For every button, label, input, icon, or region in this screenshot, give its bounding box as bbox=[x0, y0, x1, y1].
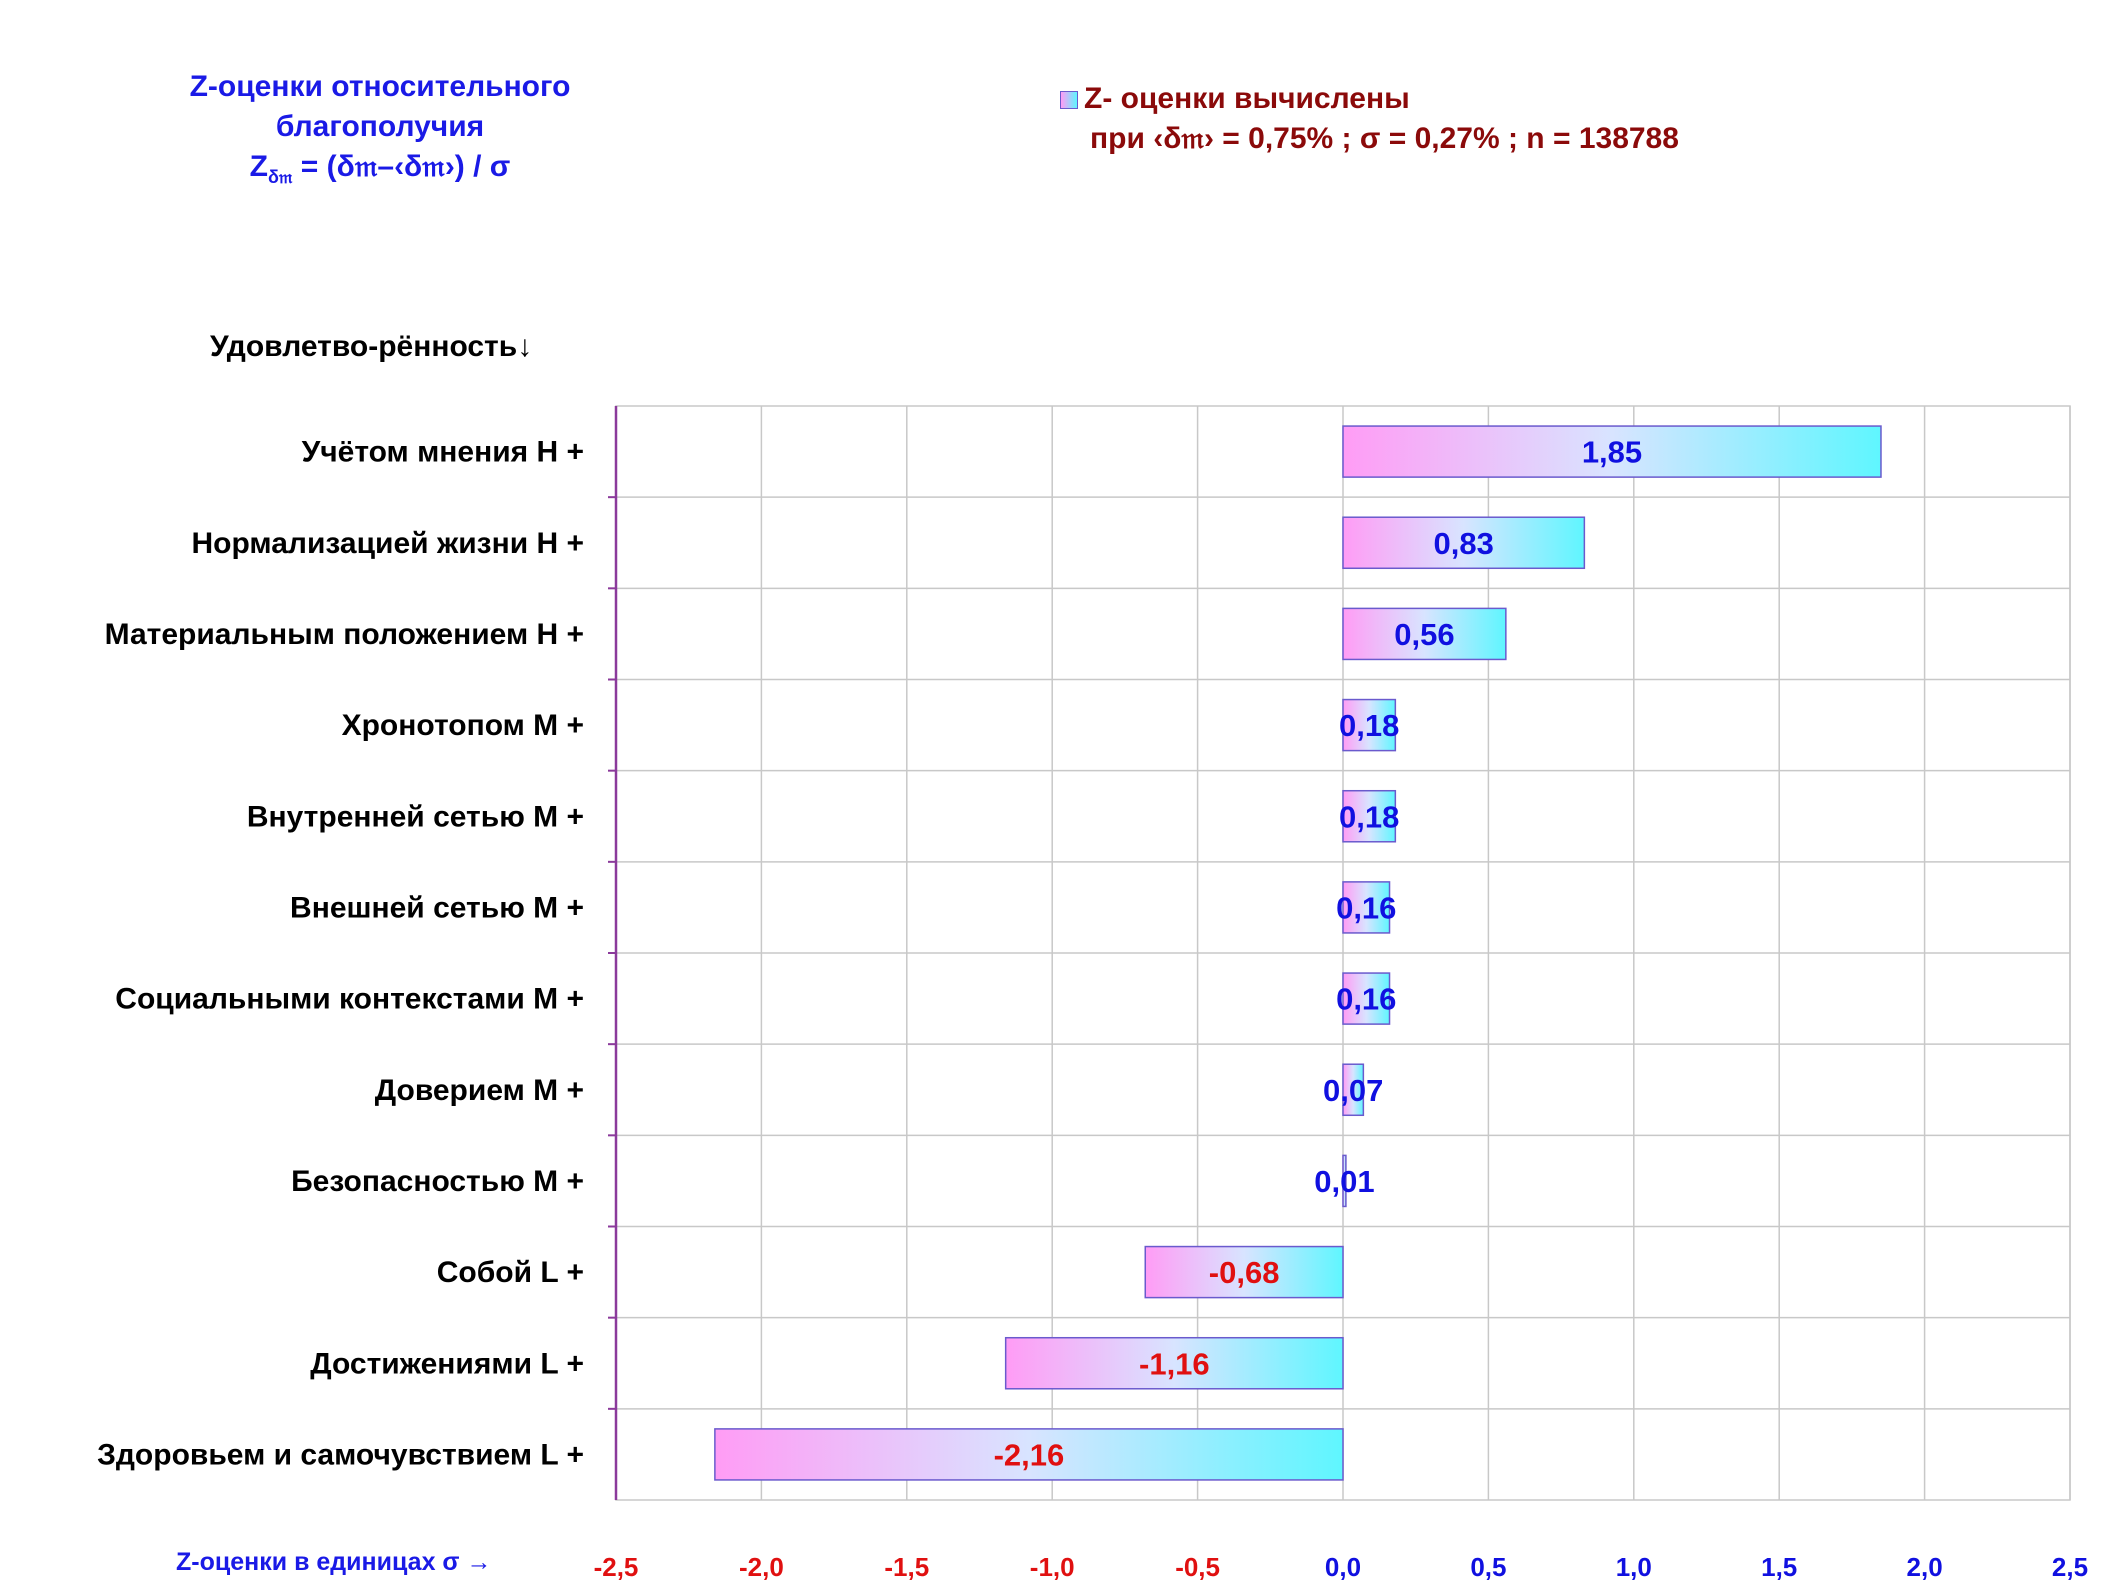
x-tick-label: -0,5 bbox=[1175, 1552, 1220, 1582]
formula-subscript: δ𝔪 bbox=[268, 167, 293, 187]
bar bbox=[1342, 1063, 1365, 1117]
category-label: Безопасностью M + bbox=[291, 1165, 584, 1198]
category-label: Учётом мнения H + bbox=[302, 436, 584, 469]
bar-value-label: 0,83 bbox=[1434, 526, 1494, 561]
category-label: Внешней сетью M + bbox=[290, 891, 584, 924]
bar-value-label: 0,56 bbox=[1394, 617, 1454, 652]
category-label: Достижениями L + bbox=[310, 1347, 584, 1380]
formula-rest: = (δ𝔪–‹δ𝔪›) / σ bbox=[292, 150, 511, 183]
y-axis-header: Удовлетво-рённость↓ bbox=[210, 330, 533, 363]
bar bbox=[1342, 698, 1397, 752]
bar-value-label: -1,16 bbox=[1139, 1346, 1210, 1381]
category-label: Материальным положением H + bbox=[105, 618, 584, 651]
x-tick-label: 2,5 bbox=[2052, 1552, 2088, 1582]
x-tick-label: 1,5 bbox=[1761, 1552, 1797, 1582]
bar bbox=[1004, 1336, 1344, 1390]
bar bbox=[1342, 607, 1507, 661]
chart-title-line1: Z-оценки относительного bbox=[189, 70, 571, 103]
bar bbox=[714, 1428, 1344, 1481]
x-tick-label: -1,5 bbox=[884, 1552, 929, 1582]
bar bbox=[1342, 516, 1586, 570]
category-label: Собой L + bbox=[437, 1256, 584, 1289]
chart-formula: Zδ𝔪 = (δ𝔪–‹δ𝔪›) / σ bbox=[230, 150, 530, 188]
legend-label: Z- оценки вычислены bbox=[1084, 82, 1410, 115]
legend: Z- оценки вычислены bbox=[1060, 82, 1410, 116]
category-label: Внутренней сетью M + bbox=[247, 800, 584, 833]
category-label: Нормализацией жизни H + bbox=[192, 527, 585, 560]
bar-value-label: 0,16 bbox=[1336, 890, 1396, 925]
bar bbox=[1342, 972, 1391, 1025]
bar-value-label: 0,18 bbox=[1339, 708, 1399, 743]
category-label: Здоровьем и самочувствием L + bbox=[97, 1438, 584, 1471]
bar bbox=[1144, 1245, 1344, 1299]
bar-value-label: -2,16 bbox=[994, 1437, 1065, 1472]
bar bbox=[1342, 1154, 1347, 1208]
bar-value-label: 0,18 bbox=[1339, 799, 1399, 834]
x-axis-caption: Z-оценки в единицах σ → bbox=[176, 1548, 492, 1576]
legend-swatch bbox=[1060, 91, 1078, 110]
x-tick-label: 0,5 bbox=[1470, 1552, 1506, 1582]
bar bbox=[1342, 881, 1391, 934]
x-tick-label: -2,5 bbox=[594, 1552, 639, 1582]
bar-value-label: 0,07 bbox=[1323, 1073, 1383, 1108]
bar bbox=[1342, 425, 1882, 478]
x-tick-label: -1,0 bbox=[1030, 1552, 1075, 1582]
legend-note: при ‹δ𝔪› = 0,75% ; σ = 0,27% ; n = 13878… bbox=[1090, 122, 1679, 155]
chart-title-line2: благополучия bbox=[275, 110, 485, 143]
x-tick-label: 0,0 bbox=[1325, 1552, 1361, 1582]
bar-value-label: 0,16 bbox=[1336, 982, 1396, 1017]
bar-value-label: -0,68 bbox=[1209, 1255, 1280, 1290]
category-label: Хронотопом M + bbox=[342, 709, 584, 742]
x-tick-label: 2,0 bbox=[1907, 1552, 1943, 1582]
formula-z: Z bbox=[249, 150, 268, 183]
bar-value-label: 1,85 bbox=[1582, 435, 1642, 470]
category-label: Доверием M + bbox=[375, 1074, 584, 1107]
bar-value-label: 0,01 bbox=[1314, 1164, 1374, 1199]
category-label: Социальными контекстами M + bbox=[115, 983, 584, 1016]
x-tick-label: 1,0 bbox=[1616, 1552, 1652, 1582]
bar bbox=[1342, 789, 1397, 843]
x-tick-label: -2,0 bbox=[739, 1552, 784, 1582]
